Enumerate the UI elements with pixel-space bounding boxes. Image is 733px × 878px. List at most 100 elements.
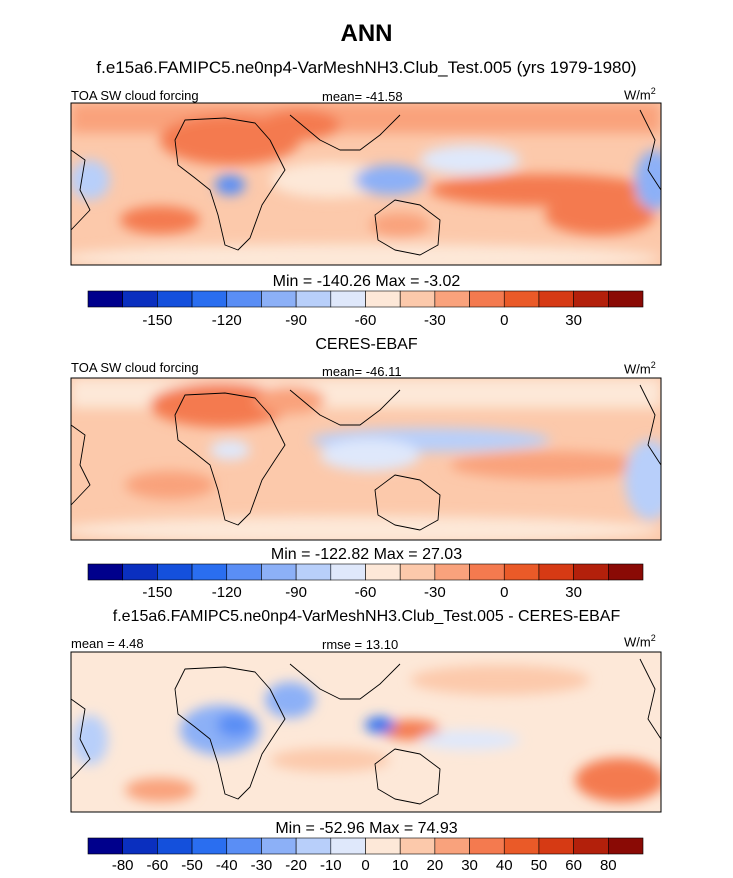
colorbar-tick-label: 0 <box>500 312 508 329</box>
asia-coast-p3 <box>289 663 401 700</box>
colorbar-tick-label: 0 <box>361 857 369 874</box>
colorbar-swatch <box>469 290 505 308</box>
colorbar-tick-label: -150 <box>142 584 172 601</box>
panel2-field-pacific-dry <box>450 451 650 479</box>
colorbar-swatch <box>87 563 123 581</box>
colorbar-swatch <box>330 837 366 855</box>
colorbar-tick-label: -20 <box>285 857 307 874</box>
americas-coast-p3 <box>70 698 91 780</box>
panel3-field-indian-ocean <box>270 748 390 772</box>
colorbar-swatch <box>365 837 401 855</box>
panel2-unit: W/m2 <box>624 360 656 377</box>
colorbar-tick-label: 30 <box>565 584 582 601</box>
colorbar-swatch <box>157 837 193 855</box>
colorbar-tick-label: -80 <box>112 857 134 874</box>
colorbar-swatch <box>157 563 193 581</box>
colorbar-swatch <box>191 563 228 581</box>
australia-coast-p2 <box>374 474 441 531</box>
panel1-field-south-band <box>71 244 660 265</box>
panel2-heading: CERES-EBAF <box>315 336 418 353</box>
colorbar-swatch <box>87 837 123 855</box>
colorbar-tick-label: -120 <box>212 584 242 601</box>
colorbar-swatch <box>226 563 262 581</box>
panel2-left-label: TOA SW cloud forcing <box>71 360 199 375</box>
colorbar-swatch <box>538 837 574 855</box>
colorbar-tick-label: -60 <box>355 584 377 601</box>
colorbar-swatch <box>399 837 436 855</box>
colorbar-swatch <box>503 290 540 308</box>
colorbar-tick-label: 40 <box>496 857 513 874</box>
colorbar-tick-label: 10 <box>392 857 409 874</box>
coastlines <box>70 109 662 805</box>
panel2-map-frame <box>70 377 662 541</box>
panel3-center-label: rmse = 13.10 <box>322 637 399 652</box>
panel3-colorbar: -80 -60 -50 -40 -30 -20 -10 0 10 20 30 40 50 60 80 <box>87 837 644 874</box>
colorbar-tick-label: -30 <box>424 312 446 329</box>
panel1-map <box>71 103 661 265</box>
panel3-field-central-africa <box>217 713 253 737</box>
asia-coast-p2 <box>289 389 401 426</box>
colorbar-swatch <box>226 290 262 308</box>
colorbar-swatch <box>503 563 540 581</box>
colorbar-swatch <box>330 290 366 308</box>
panel2-field-south-band <box>71 516 660 540</box>
colorbar-swatch <box>261 290 297 308</box>
colorbar-swatch <box>330 563 366 581</box>
colorbar-swatch <box>261 563 297 581</box>
colorbar-tick-label: -60 <box>147 857 169 874</box>
colorbar-swatch <box>365 290 401 308</box>
panel1-field-east-pacific <box>635 150 661 210</box>
panel1-field-indian-ocean <box>270 162 390 198</box>
panel1-field-south-atlantic <box>120 206 200 234</box>
colorbar-tick-label: 80 <box>600 857 617 874</box>
panel1-field-arabia <box>260 110 340 140</box>
colorbar-swatch <box>608 837 644 855</box>
colorbar-swatch <box>573 290 609 308</box>
colorbar-swatch <box>399 563 436 581</box>
colorbar-swatch <box>87 290 123 308</box>
colorbar-tick-label: 60 <box>565 857 582 874</box>
panel1-field-maritime <box>355 165 425 195</box>
panel3-minmax: Min = -52.96 Max = 74.93 <box>275 820 458 837</box>
panel1-field-central-africa <box>215 175 245 195</box>
panel1-coastlines <box>70 109 662 256</box>
colorbar-swatch <box>365 563 401 581</box>
colorbar-tick-label: -30 <box>251 857 273 874</box>
colorbar-swatch <box>295 837 332 855</box>
colorbar-tick-label: -90 <box>285 584 307 601</box>
colorbar-swatch <box>157 290 193 308</box>
panel3-field-west-pacific <box>420 730 520 750</box>
colorbar-swatch <box>122 837 158 855</box>
panel1-heading: f.e15a6.FAMIPC5.ne0np4-VarMeshNH3.Club_T… <box>96 58 637 77</box>
asia-coast-p1 <box>289 114 401 151</box>
panel3-field-india <box>265 682 315 718</box>
colorbar-swatch <box>434 290 470 308</box>
panel2-field-south-atlantic <box>125 471 215 499</box>
panel3-map <box>71 652 661 812</box>
colorbar-swatch <box>538 563 574 581</box>
panel1-left-label: TOA SW cloud forcing <box>71 88 199 103</box>
colorbar-tick-label: -60 <box>355 312 377 329</box>
colorbar-swatch <box>226 837 262 855</box>
east-pacific-coast-p1 <box>639 109 662 191</box>
panel1-field-north-band <box>71 103 661 133</box>
east-pacific-coast-p3 <box>639 658 662 740</box>
americas-coast-p1 <box>70 149 91 231</box>
panel3-field-south-atlantic <box>125 778 195 802</box>
panel3-map-frame <box>70 651 662 813</box>
colorbar-swatch <box>191 290 228 308</box>
panel1-field-australia <box>370 213 430 237</box>
panel2-field-arabia <box>255 386 325 414</box>
colorbar-swatch <box>295 563 332 581</box>
panel3-field-atlantic-west <box>72 715 108 765</box>
colorbar-swatch <box>122 290 158 308</box>
panel2-center-label: mean= -46.11 <box>322 364 402 379</box>
colorbar-swatch <box>191 837 228 855</box>
colorbar-swatch <box>434 837 470 855</box>
africa-coast-p2 <box>174 392 286 526</box>
panel3-heading: f.e15a6.FAMIPC5.ne0np4-VarMeshNH3.Club_T… <box>112 608 621 625</box>
africa-coast-p3 <box>174 666 286 800</box>
australia-coast-p3 <box>374 748 441 805</box>
colorbar-tick-label: 0 <box>500 584 508 601</box>
colorbar-tick-label: -150 <box>142 312 172 329</box>
